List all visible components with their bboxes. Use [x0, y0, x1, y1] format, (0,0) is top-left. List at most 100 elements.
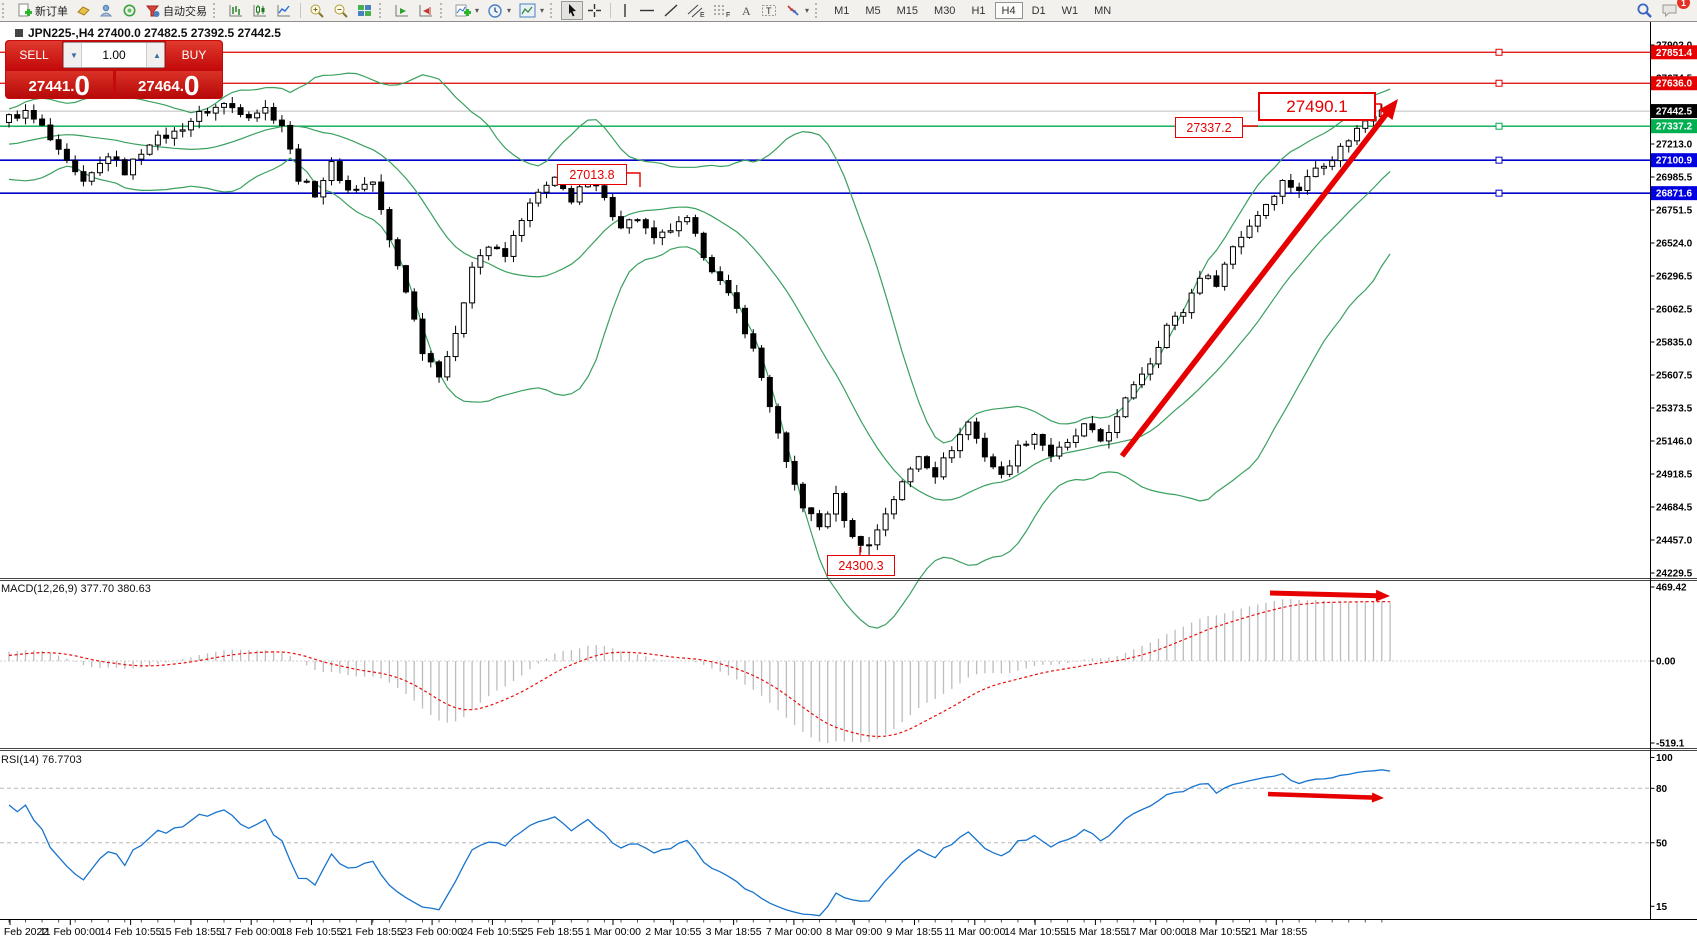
chat-icon — [1662, 4, 1677, 17]
zoom-in-button[interactable] — [305, 1, 329, 20]
label-button[interactable]: T — [757, 1, 781, 20]
tab-timeframe-m1[interactable]: M1 — [827, 2, 856, 19]
chat-badge: 1 — [1677, 0, 1690, 10]
indicators-button[interactable]: ▾ — [451, 1, 483, 20]
svg-text:27100.9: 27100.9 — [1656, 156, 1693, 167]
svg-text:15: 15 — [1656, 902, 1668, 913]
volume-input[interactable] — [82, 43, 146, 67]
volume-down-button[interactable]: ▼ — [64, 43, 82, 67]
svg-text:11 Mar 00:00: 11 Mar 00:00 — [944, 926, 1005, 938]
autotrading-button[interactable]: 自动交易 — [141, 1, 211, 20]
chart-shift-icon — [419, 5, 432, 17]
tile-windows-icon — [358, 5, 371, 16]
timeframe-group: M1 M5 M15 M30 H1 H4 D1 W1 MN — [826, 2, 1119, 19]
tab-timeframe-m5[interactable]: M5 — [858, 2, 887, 19]
svg-text:25835.0: 25835.0 — [1656, 338, 1693, 349]
zoom-out-button[interactable] — [329, 1, 353, 20]
crosshair-button[interactable] — [583, 1, 606, 20]
community-icon — [99, 4, 113, 17]
template-caret: ▾ — [540, 6, 545, 15]
volume-up-button[interactable]: ▲ — [146, 43, 164, 67]
tab-timeframe-w1[interactable]: W1 — [1055, 2, 1086, 19]
chart-title: JPN225-,H4 27400.0 27482.5 27392.5 27442… — [15, 26, 281, 40]
zoom-out-icon — [334, 4, 348, 18]
chart-shift-button[interactable] — [414, 1, 438, 20]
trendline-button[interactable] — [659, 1, 683, 20]
svg-text:23 Feb 00:00: 23 Feb 00:00 — [401, 926, 463, 938]
candlestick-button[interactable] — [248, 1, 272, 20]
text-button[interactable]: A — [735, 1, 757, 20]
vertical-line-icon — [624, 4, 626, 17]
indicators-icon — [455, 4, 471, 17]
svg-text:100: 100 — [1656, 753, 1673, 764]
search-icon — [1637, 3, 1652, 18]
vertical-line-button[interactable] — [615, 1, 635, 20]
tab-timeframe-h4[interactable]: H4 — [994, 2, 1023, 19]
tile-windows-button[interactable] — [353, 1, 377, 20]
news-button[interactable] — [118, 1, 141, 20]
bar-chart-button[interactable] — [224, 1, 248, 20]
chat-button[interactable] — [1657, 0, 1683, 19]
svg-text:Feb 2022: Feb 2022 — [4, 926, 49, 938]
svg-text:18 Mar 10:55: 18 Mar 10:55 — [1185, 926, 1247, 938]
tab-timeframe-h1[interactable]: H1 — [964, 2, 992, 19]
svg-text:14 Mar 10:55: 14 Mar 10:55 — [1004, 926, 1066, 938]
new-order-label: 新订单 — [35, 5, 68, 18]
volume-control: ▼ ▲ — [63, 42, 165, 68]
toolbar-grip[interactable] — [550, 3, 557, 18]
sell-button[interactable]: SELL — [6, 41, 62, 69]
autotrading-label: 自动交易 — [163, 5, 207, 18]
svg-text:26524.0: 26524.0 — [1656, 239, 1693, 250]
svg-text:26296.5: 26296.5 — [1656, 272, 1693, 283]
svg-text:27213.0: 27213.0 — [1656, 140, 1693, 151]
auto-scroll-button[interactable] — [390, 1, 414, 20]
macd-label: MACD(12,26,9) 377.70 380.63 — [1, 583, 151, 595]
search-button[interactable] — [1632, 1, 1657, 20]
svg-text:27442.5: 27442.5 — [1656, 107, 1693, 118]
rsi-label: RSI(14) 76.7703 — [1, 754, 82, 766]
svg-text:469.42: 469.42 — [1656, 583, 1687, 594]
community-button[interactable] — [95, 1, 118, 20]
arrows-icon — [787, 5, 799, 16]
channel-button[interactable]: E — [683, 1, 709, 20]
text-icon: A — [742, 4, 751, 18]
gold-button[interactable] — [72, 1, 95, 20]
price-annotation: 27013.8 — [557, 164, 627, 185]
svg-text:26985.5: 26985.5 — [1656, 173, 1693, 184]
trendline-icon — [664, 4, 678, 17]
fibonacci-button[interactable]: F — [709, 1, 735, 20]
toolbar-grip[interactable] — [815, 3, 822, 18]
buy-button[interactable]: BUY — [166, 41, 222, 69]
gold-icon — [77, 6, 90, 16]
svg-text:26871.6: 26871.6 — [1656, 189, 1693, 200]
price-annotation: 24300.3 — [827, 555, 895, 576]
tab-timeframe-m15[interactable]: M15 — [890, 2, 925, 19]
channel-icon: E — [687, 4, 705, 18]
svg-text:17 Feb 00:00: 17 Feb 00:00 — [220, 926, 282, 938]
toolbar-grip[interactable] — [379, 3, 386, 18]
new-order-button[interactable]: 新订单 — [13, 1, 72, 20]
toolbar-grip[interactable] — [2, 3, 9, 18]
cursor-button[interactable] — [561, 1, 584, 20]
svg-text:7 Mar 00:00: 7 Mar 00:00 — [766, 926, 822, 938]
sell-price-button[interactable]: 27441. 0 — [6, 71, 113, 100]
rsi-line — [8, 769, 1391, 917]
toolbar-grip[interactable] — [213, 3, 220, 18]
tab-timeframe-mn[interactable]: MN — [1087, 2, 1118, 19]
svg-text:25607.5: 25607.5 — [1656, 371, 1693, 382]
toolbar-grip[interactable] — [440, 3, 447, 18]
svg-text:17 Mar 00:00: 17 Mar 00:00 — [1125, 926, 1187, 938]
tab-timeframe-d1[interactable]: D1 — [1025, 2, 1053, 19]
auto-scroll-icon — [395, 5, 408, 17]
buy-price-button[interactable]: 27464. 0 — [115, 71, 222, 100]
chart-title-text: JPN225-,H4 27400.0 27482.5 27392.5 27442… — [28, 26, 281, 40]
new-order-icon — [18, 3, 32, 17]
svg-text:8 Mar 09:00: 8 Mar 09:00 — [826, 926, 882, 938]
arrows-button[interactable]: ▾ — [781, 1, 813, 20]
tab-timeframe-m30[interactable]: M30 — [927, 2, 962, 19]
periods-button[interactable]: ▾ — [483, 1, 515, 20]
line-chart-button[interactable] — [272, 1, 296, 20]
horizontal-line-button[interactable] — [635, 1, 659, 20]
template-button[interactable]: ▾ — [515, 1, 548, 20]
